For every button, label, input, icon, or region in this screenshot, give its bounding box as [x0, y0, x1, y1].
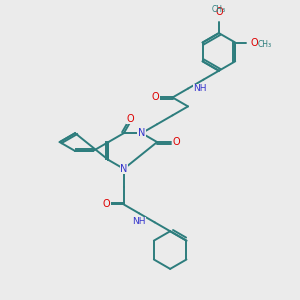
Text: N: N — [120, 164, 127, 174]
Text: CH₃: CH₃ — [258, 40, 272, 49]
Text: O: O — [215, 8, 223, 17]
Text: NH: NH — [193, 84, 206, 93]
Text: NH: NH — [133, 218, 146, 226]
Text: CH₃: CH₃ — [212, 5, 226, 14]
Text: O: O — [152, 92, 159, 103]
Text: N: N — [138, 128, 146, 138]
Text: O: O — [127, 114, 134, 124]
Text: O: O — [103, 200, 110, 209]
Text: O: O — [251, 38, 259, 47]
Text: O: O — [172, 137, 180, 147]
